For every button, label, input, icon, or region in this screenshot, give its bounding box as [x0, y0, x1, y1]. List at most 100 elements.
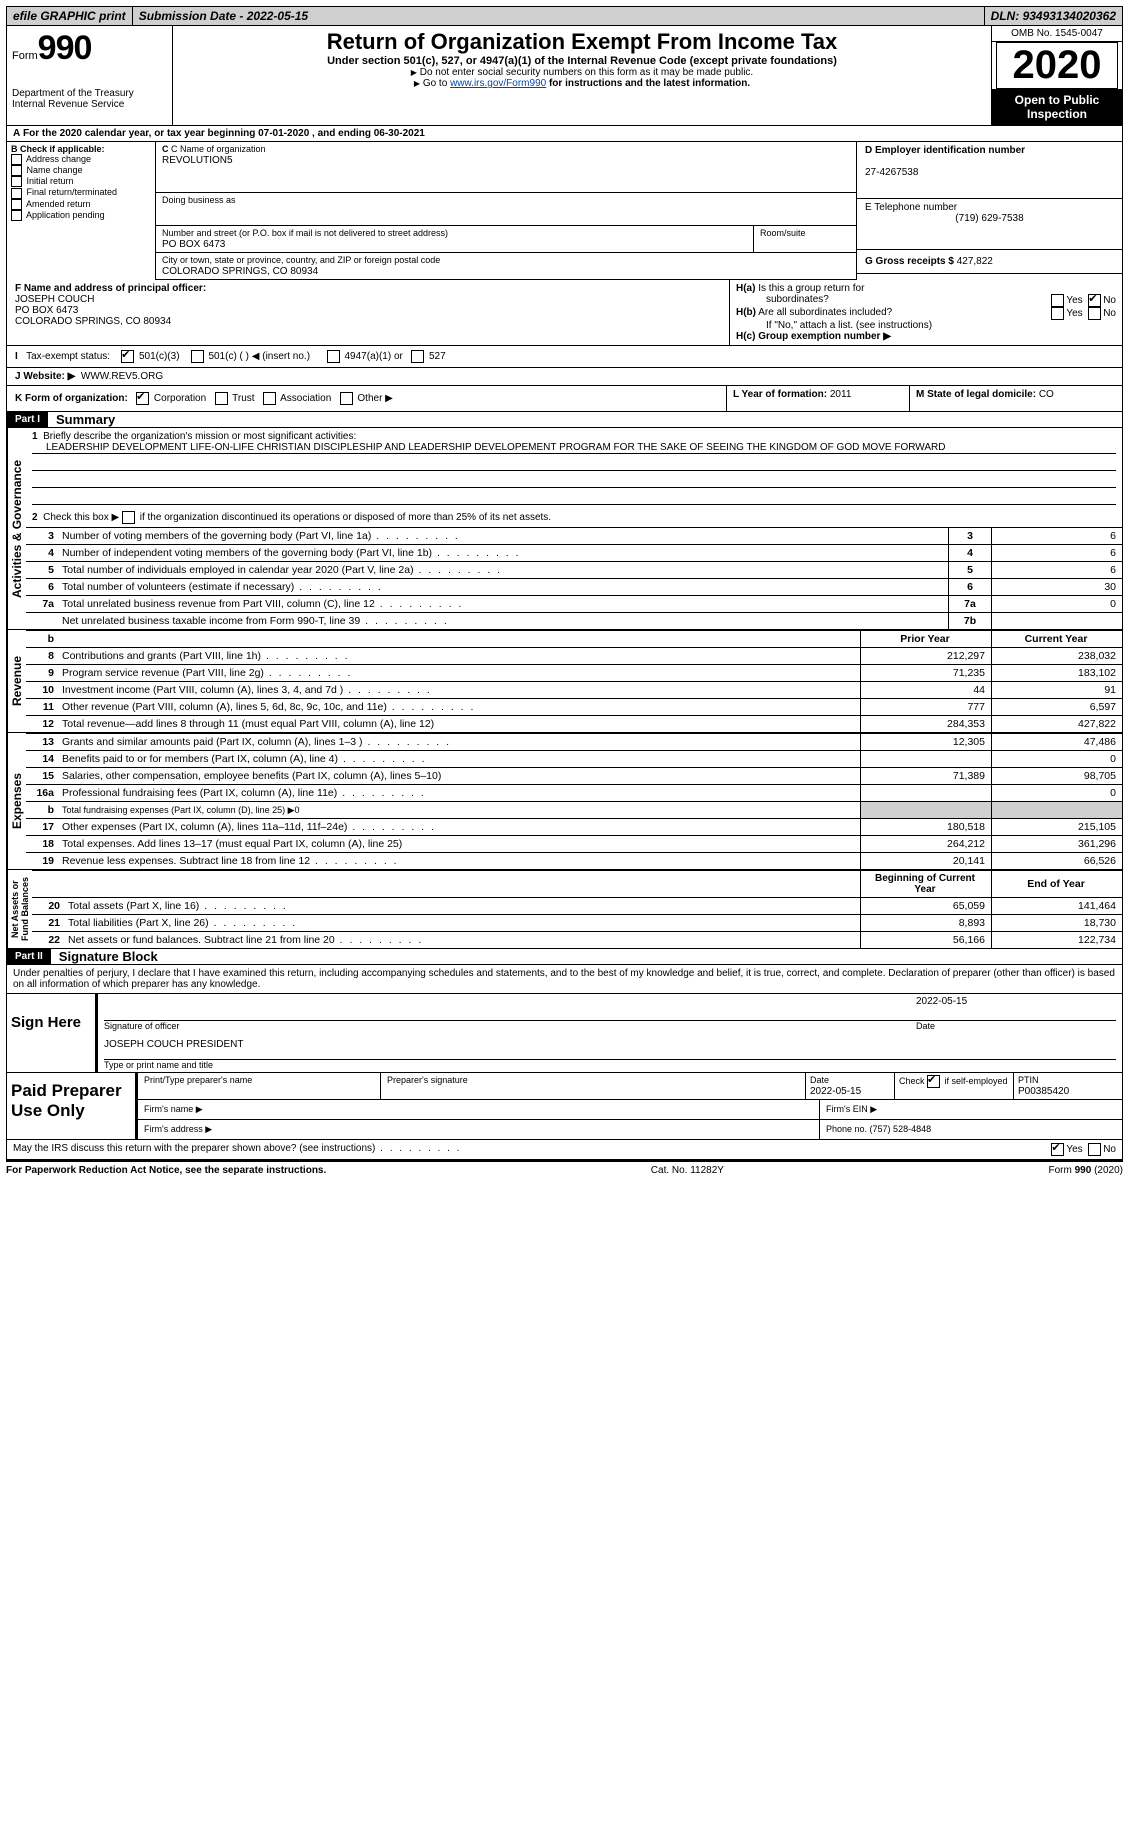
grey-cell: [992, 802, 1123, 819]
curr-val: 0: [992, 785, 1123, 802]
ha-no: No: [1103, 295, 1116, 306]
irs-discuss-row: May the IRS discuss this return with the…: [6, 1140, 1123, 1160]
ein-value: 27-4267538: [865, 167, 918, 178]
checkbox-name-change[interactable]: [11, 165, 22, 176]
box-k: K Form of organization: Corporation Trus…: [7, 386, 726, 411]
checkbox-application-pending[interactable]: [11, 210, 22, 221]
opt-501c: 501(c) ( ) ◀ (insert no.): [208, 351, 310, 362]
box-h: H(a) Is this a group return for subordin…: [729, 280, 1122, 345]
return-title: Return of Organization Exempt From Incom…: [178, 29, 986, 55]
dln-value: 93493134020362: [1023, 9, 1116, 23]
line-col: 4: [949, 545, 992, 562]
prior-val: 56,166: [861, 932, 992, 949]
discuss-no: No: [1103, 1144, 1116, 1155]
top-bar: efile GRAPHIC print Submission Date - 20…: [6, 6, 1123, 26]
opt-527: 527: [429, 351, 446, 362]
checkbox-501c[interactable]: [191, 350, 204, 363]
curr-val: 18,730: [992, 915, 1123, 932]
line-num: 15: [26, 768, 58, 785]
curr-val: 91: [992, 682, 1123, 699]
box-l: L Year of formation: 2011: [726, 386, 909, 411]
prior-val: 65,059: [861, 898, 992, 915]
box-i: I Tax-exempt status: 501(c)(3) 501(c) ( …: [7, 346, 1122, 367]
box-b: B Check if applicable: Address change Na…: [7, 142, 156, 280]
mission-blank-1: [32, 454, 1116, 471]
vlabel-netassets: Net Assets or Fund Balances: [7, 870, 32, 948]
line-text: Program service revenue (Part VIII, line…: [58, 665, 861, 682]
line-text: Net assets or fund balances. Subtract li…: [64, 932, 861, 949]
line-num: 17: [26, 819, 58, 836]
irs-link[interactable]: www.irs.gov/Form990: [450, 78, 546, 89]
paid-preparer-label: Paid Preparer Use Only: [7, 1073, 135, 1139]
room-label: Room/suite: [760, 228, 806, 238]
checkbox-amended[interactable]: [11, 199, 22, 210]
tax-exempt-label: Tax-exempt status:: [26, 351, 110, 362]
curr-val: 66,526: [992, 853, 1123, 870]
discuss-yes: Yes: [1066, 1144, 1082, 1155]
checkbox-4947[interactable]: [327, 350, 340, 363]
ha-yes: Yes: [1066, 295, 1082, 306]
checkbox-self-employed[interactable]: [927, 1075, 940, 1088]
gross-receipts: 427,822: [957, 256, 993, 267]
checkbox-ha-no[interactable]: [1088, 294, 1101, 307]
line-num: 3: [26, 528, 58, 545]
efile-print-button[interactable]: efile GRAPHIC print: [7, 7, 133, 25]
sig-officer-label: Signature of officer: [104, 1021, 916, 1031]
curr-val: 6,597: [992, 699, 1123, 716]
line-text: Grants and similar amounts paid (Part IX…: [58, 734, 861, 751]
line-text: Total unrelated business revenue from Pa…: [58, 596, 949, 613]
checkbox-ha-yes[interactable]: [1051, 294, 1064, 307]
firm-phone-label: Phone no.: [826, 1124, 870, 1134]
checkbox-final-return[interactable]: [11, 188, 22, 199]
website-label: J Website: ▶: [15, 371, 75, 382]
part1-title: Summary: [48, 412, 115, 427]
checkbox-501c3[interactable]: [121, 350, 134, 363]
mission-blank-3: [32, 488, 1116, 505]
line-text: Contributions and grants (Part VIII, lin…: [58, 648, 861, 665]
checkbox-other[interactable]: [340, 392, 353, 405]
instr-goto-post: for instructions and the latest informat…: [546, 78, 750, 89]
line-num: 7a: [26, 596, 58, 613]
checkbox-initial-return[interactable]: [11, 176, 22, 187]
date-label: Date: [916, 1021, 1116, 1031]
tax-year: 2020: [996, 42, 1118, 89]
dba-label: Doing business as: [162, 195, 236, 205]
checkbox-527[interactable]: [411, 350, 424, 363]
checkbox-discuss-no[interactable]: [1088, 1143, 1101, 1156]
instr-ssn: Do not enter social security numbers on …: [420, 67, 753, 78]
arrow-icon: [414, 78, 420, 89]
line-col: 6: [949, 579, 992, 596]
checkbox-address-change[interactable]: [11, 154, 22, 165]
box-k-label: K Form of organization:: [15, 393, 128, 404]
line-text: Salaries, other compensation, employee b…: [58, 768, 861, 785]
line-val: 6: [992, 528, 1123, 545]
checkbox-trust[interactable]: [215, 392, 228, 405]
checkbox-corp[interactable]: [136, 392, 149, 405]
curr-val: 183,102: [992, 665, 1123, 682]
box-f-label: F Name and address of principal officer:: [15, 283, 206, 294]
governance-table: 3Number of voting members of the governi…: [26, 527, 1122, 629]
checkbox-hb-yes[interactable]: [1051, 307, 1064, 320]
revenue-table: bPrior YearCurrent Year 8Contributions a…: [26, 630, 1122, 732]
year-cell: OMB No. 1545-0047 2020 Open to Public In…: [992, 26, 1122, 125]
checkbox-assoc[interactable]: [263, 392, 276, 405]
box-f: F Name and address of principal officer:…: [7, 280, 729, 345]
form-number-cell: Form990 Department of the Treasury Inter…: [7, 26, 173, 125]
instr-goto-pre: Go to: [423, 78, 450, 89]
line-col: 7a: [949, 596, 992, 613]
hb-no: No: [1103, 308, 1116, 319]
box-m-label: M State of legal domicile:: [916, 389, 1039, 400]
curr-val: 238,032: [992, 648, 1123, 665]
checkbox-hb-no[interactable]: [1088, 307, 1101, 320]
line-text: Revenue less expenses. Subtract line 18 …: [58, 853, 861, 870]
line-text: Total fundraising expenses (Part IX, col…: [58, 802, 861, 819]
line-num: 16a: [26, 785, 58, 802]
penalty-text: Under penalties of perjury, I declare th…: [6, 965, 1123, 994]
submission-date-value: 2022-05-15: [247, 9, 308, 23]
checkbox-discuss-yes[interactable]: [1051, 1143, 1064, 1156]
ptin-label: PTIN: [1018, 1075, 1039, 1085]
hb-yes: Yes: [1066, 308, 1082, 319]
expenses-table: 13Grants and similar amounts paid (Part …: [26, 733, 1122, 869]
checkbox-discontinued[interactable]: [122, 511, 135, 524]
firm-ein-label: Firm's EIN ▶: [819, 1100, 1122, 1119]
